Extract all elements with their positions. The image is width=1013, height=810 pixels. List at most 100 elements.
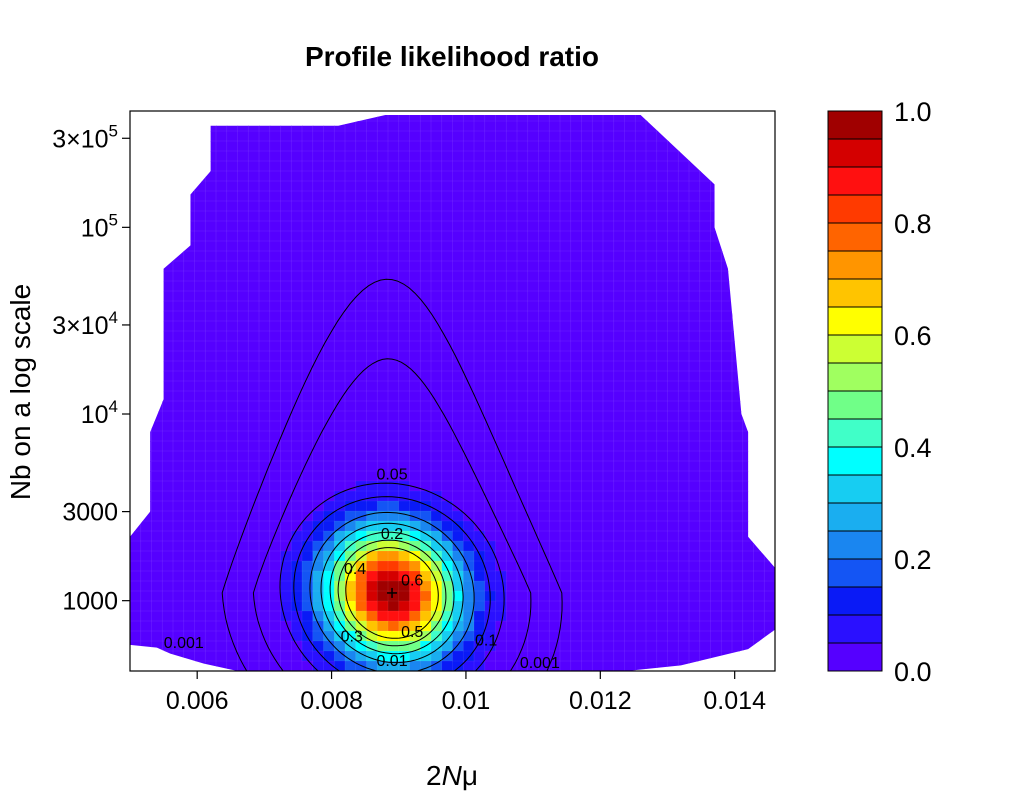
heat-cell — [355, 311, 368, 322]
heat-cell — [162, 401, 174, 412]
heat-cell — [667, 431, 679, 442]
heat-cell — [345, 201, 357, 212]
heat-cell — [355, 461, 368, 472]
heat-cell — [549, 271, 561, 282]
heat-cell — [484, 211, 497, 222]
heat-cell — [699, 581, 712, 592]
heat-cell — [452, 511, 464, 522]
heat-cell — [699, 471, 712, 482]
heat-cell — [355, 331, 368, 342]
heat-cell — [366, 271, 378, 282]
heat-cell — [527, 441, 540, 452]
heat-cell — [635, 631, 647, 642]
heat-cell — [355, 591, 368, 602]
heat-cell — [237, 191, 249, 202]
heat-cell — [280, 281, 292, 292]
heat-cell — [689, 351, 701, 362]
x-tick-label: 0.008 — [300, 687, 363, 715]
heat-cell — [484, 411, 497, 422]
heat-cell — [560, 541, 572, 552]
heat-cell — [162, 591, 174, 602]
heat-cell — [216, 301, 228, 312]
heat-cell — [710, 311, 722, 322]
heat-cell — [452, 191, 464, 202]
heat-cell — [248, 181, 260, 192]
heat-cell — [173, 631, 185, 642]
heat-cell — [366, 191, 378, 202]
heat-cell — [656, 181, 669, 192]
heat-cell — [484, 391, 497, 402]
heat-cell — [474, 361, 486, 372]
heat-cell — [323, 191, 335, 202]
heat-cell — [441, 501, 454, 512]
heat-cell — [291, 231, 303, 242]
heat-cell — [226, 301, 239, 312]
heat-cell — [549, 321, 561, 332]
heat-cell — [388, 231, 400, 242]
heat-cell — [420, 521, 432, 532]
heat-cell — [302, 131, 314, 142]
heat-cell — [581, 281, 593, 292]
heat-cell — [495, 341, 507, 352]
heat-cell — [624, 501, 636, 512]
heat-cell — [334, 441, 346, 452]
heat-cell — [624, 151, 636, 162]
heat-cell — [474, 281, 486, 292]
heat-cell — [549, 341, 561, 352]
heat-cell — [420, 171, 432, 182]
heat-cell — [420, 551, 432, 562]
heat-cell — [592, 114, 604, 122]
heat-cell — [441, 291, 454, 302]
heat-cell — [732, 441, 744, 452]
heat-cell — [280, 201, 292, 212]
heat-cell — [269, 541, 282, 552]
heat-cell — [280, 221, 292, 232]
heat-cell — [667, 231, 679, 242]
heat-cell — [420, 351, 432, 362]
heat-cell — [259, 621, 271, 632]
heat-cell — [259, 201, 271, 212]
heat-cell — [355, 531, 368, 542]
heat-cell — [538, 661, 550, 671]
heat-cell — [216, 631, 228, 642]
heat-cell — [441, 151, 454, 162]
heat-cell — [248, 321, 260, 332]
heat-cell — [388, 151, 400, 162]
heat-cell — [560, 481, 572, 492]
heat-cell — [248, 161, 260, 172]
heat-cell — [377, 141, 389, 152]
heat-cell — [603, 271, 615, 282]
heat-cell — [226, 611, 239, 622]
heat-cell — [431, 641, 443, 652]
heat-cell — [237, 271, 249, 282]
heat-cell — [280, 531, 292, 542]
heat-cell — [689, 531, 701, 542]
heat-cell — [312, 451, 325, 462]
heat-cell — [742, 541, 755, 552]
heat-cell — [388, 441, 400, 452]
heat-cell — [162, 361, 174, 372]
heat-cell — [678, 261, 690, 272]
heat-cell — [173, 541, 185, 552]
heat-cell — [549, 551, 561, 562]
heat-cell — [409, 351, 421, 362]
heat-cell — [248, 201, 260, 212]
heat-cell — [441, 451, 454, 462]
y-tick-label: 3000 — [62, 499, 118, 527]
heat-cell — [484, 161, 497, 172]
heat-cell — [291, 221, 303, 232]
heat-cell — [624, 641, 636, 652]
heat-cell — [431, 321, 443, 332]
heat-cell — [538, 181, 550, 192]
heat-cell — [710, 651, 722, 662]
heat-cell — [162, 291, 174, 302]
heat-cell — [183, 301, 196, 312]
heat-cell — [549, 401, 561, 412]
heat-cell — [248, 521, 260, 532]
heat-cell — [678, 481, 690, 492]
heat-cell — [280, 521, 292, 532]
heat-cell — [463, 341, 475, 352]
heat-cell — [409, 201, 421, 212]
heat-cell — [732, 431, 744, 442]
heat-cell — [463, 631, 475, 642]
